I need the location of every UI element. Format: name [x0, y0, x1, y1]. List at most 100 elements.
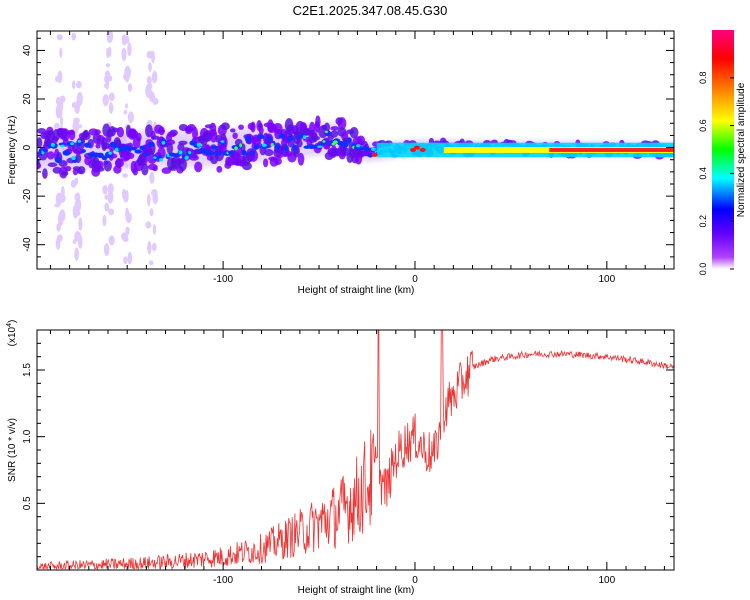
spectrogram-noise-speck [121, 188, 127, 200]
spectrogram-noise-speck [55, 237, 61, 250]
spectrogram-core-spot [161, 140, 166, 145]
spectrogram-core-blob [109, 141, 117, 148]
spectrogram-noise-speck [103, 243, 110, 257]
snr-xtick-label: 0 [412, 575, 418, 586]
snr-multiplier: (x104) [6, 320, 18, 347]
spectrogram-noise-speck [108, 103, 114, 113]
spectrogram-body-blob [60, 171, 69, 176]
spectrogram-noise-speck [72, 238, 77, 245]
spectrogram-noise-speck [151, 70, 158, 84]
spectrogram-body-blob [264, 148, 274, 157]
spectrogram-noise-speck [148, 62, 152, 72]
spectrogram-noise-speck [104, 74, 110, 84]
spectrogram-core-blob [62, 150, 71, 156]
spectrogram-core-spot [317, 145, 323, 149]
spectrogram-noise-speck [56, 34, 63, 41]
spectrogram-noise-speck [56, 107, 63, 119]
spectrogram-core-spot [332, 140, 338, 144]
spectrogram-noise-speck [73, 117, 80, 125]
colorbar: 0.0 0.2 0.4 0.6 0.8 Normalized spectral ampl… [698, 30, 747, 275]
spectrogram-noise-speck [71, 80, 76, 90]
spectrogram-xlabel: Height of straight line (km) [298, 285, 415, 296]
spectrogram-core-blob [363, 146, 369, 153]
spectrogram-panel: -100 0 100 -40 -20 0 20 40 Height of straight l… [7, 30, 675, 296]
spectrogram-noise-speck [59, 47, 63, 59]
spectrogram-body-blob [46, 151, 55, 160]
spectrogram-noise-speck [152, 224, 157, 235]
spectrogram-core-spot [71, 156, 76, 161]
spectrogram-noise-speck [147, 240, 152, 255]
spectrogram-noise-speck [127, 42, 132, 57]
snr-multiplier-base: (x10 [7, 326, 18, 346]
snr-ytick-label: 0.5 [22, 496, 33, 510]
spectrogram-noise-speck [60, 185, 65, 198]
spectrogram-noise-speck [151, 242, 157, 252]
spectrogram-core-spot [302, 135, 307, 140]
spectrogram-noise-speck [106, 47, 110, 59]
spectrogram-body-blob [330, 126, 339, 131]
colorbar-tick-label: 0.2 [698, 215, 708, 228]
spectrogram-body-blob [232, 132, 238, 140]
colorbar-ticks: 0.0 0.2 0.4 0.6 0.8 [698, 72, 734, 275]
colorbar-tick-label: 0.6 [698, 119, 708, 132]
spectrogram-core-spot [239, 143, 243, 148]
spectrogram-body-blob [258, 126, 264, 135]
spectrogram-core-blob [257, 134, 265, 140]
snr-multiplier-exp: 4 [6, 323, 13, 327]
spectrogram-body-blob [337, 117, 347, 130]
spectrogram-core-spot [261, 143, 267, 147]
spectrogram-core-blob [215, 150, 222, 156]
spectrogram-noise-speck [125, 189, 129, 203]
spectrogram-noise-speck [151, 50, 155, 64]
spectrogram-body-blob [238, 124, 244, 130]
spectrogram-noise-speck [104, 202, 110, 212]
spectrogram-body-blob [103, 160, 112, 172]
spectrogram-body-blob [276, 153, 283, 159]
spectrogram-body-blob [242, 162, 252, 171]
spectrogram-noise-speck [123, 109, 128, 115]
spectrogram-hotspot [410, 148, 417, 152]
spectrogram-core-blob [241, 149, 247, 156]
spectrogram-body-blob [47, 162, 58, 167]
spectrogram-heat-layer [37, 31, 674, 266]
spectrogram-core-spot [60, 144, 65, 148]
spectrogram-core-blob [143, 152, 150, 157]
spectrogram-body-blob [296, 139, 303, 148]
spectrogram-body-blob [315, 115, 321, 128]
spectrogram-core-blob [206, 150, 215, 156]
spectrogram-ytick-label: 40 [22, 44, 33, 56]
spectrogram-noise-speck [121, 34, 127, 46]
snr-xtick-label: -100 [213, 575, 233, 586]
spectrogram-core-blob [312, 145, 319, 149]
spectrogram-noise-speck [71, 32, 77, 41]
spectrogram-body-blob [80, 132, 91, 141]
spectrogram-noise-speck [127, 83, 133, 93]
spectrogram-core-spot [70, 142, 75, 146]
spectrogram-core-spot [270, 142, 274, 147]
spectrogram-hotspot [371, 152, 378, 157]
spectrogram-core-spot [370, 147, 376, 151]
spectrogram-body-blob [167, 131, 177, 138]
spectrogram-core-blob [80, 149, 86, 153]
spectrogram-body-blob [263, 158, 269, 168]
spectrogram-body-blob [230, 128, 236, 133]
spectrogram-ytick-label: -20 [22, 188, 33, 203]
spectrogram-noise-speck [102, 184, 108, 195]
spectrogram-body-blob [136, 132, 142, 142]
spectrogram-noise-speck [127, 251, 133, 265]
spectrogram-body-blob [185, 126, 193, 132]
snr-background [37, 330, 674, 570]
spectrogram-body-blob [152, 166, 158, 172]
spectrogram-body-blob [141, 163, 149, 176]
spectrogram-body-blob [192, 126, 199, 141]
spectrogram-core-blob [54, 156, 62, 164]
spectrogram-core-spot [77, 140, 82, 143]
spectrogram-noise-speck [74, 247, 79, 261]
colorbar-label: Normalized spectral amplitude [736, 82, 747, 217]
spectrogram-core-blob [367, 152, 373, 158]
spectrogram-noise-speck [108, 235, 115, 246]
spectrogram-noise-speck [76, 80, 82, 89]
snr-ticks: -100 0 100 0.5 1.0 1.5 [22, 330, 674, 586]
spectrogram-ytick-label: 20 [22, 93, 33, 105]
spectrogram-body-blob [194, 161, 203, 173]
